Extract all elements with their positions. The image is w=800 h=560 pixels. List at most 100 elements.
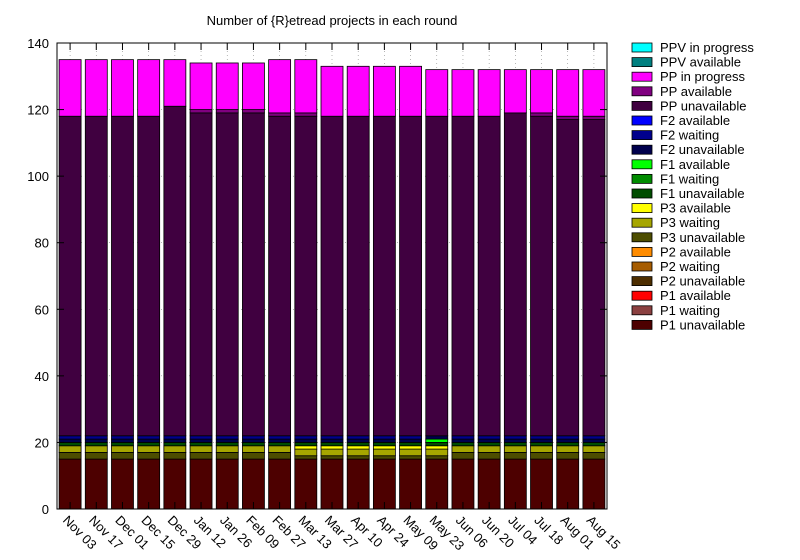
bar-segment [556,458,580,510]
bar-segment [556,452,580,460]
bar-segment [530,445,553,453]
bar-segment [582,435,606,440]
legend-label: F1 unavailable [660,186,745,201]
bar-segment [111,115,134,437]
bar-segment [137,438,161,443]
bar-segment [242,445,265,453]
bar-segment [320,442,344,447]
legend-label: P1 available [660,288,731,303]
legend-label: PP available [660,84,732,99]
y-tick-label: 140 [27,36,49,51]
bar-segment [215,112,239,437]
legend-label: PP unavailable [660,98,747,113]
bar-segment [242,452,265,460]
bar-segment [242,109,265,114]
legend-label: P1 waiting [660,303,720,318]
bar-segment [451,445,475,453]
bar-segment [163,442,187,447]
bar-segment [163,452,187,460]
bar-segment [163,435,187,440]
bar-segment [84,452,108,460]
legend-swatch [631,305,653,316]
bar-segment [503,442,527,447]
bar-segment [294,59,318,114]
y-tick-label: 0 [42,502,49,517]
bar-segment [582,119,606,437]
legend-swatch [631,130,653,141]
bar-segment [530,112,553,117]
bar-segment [399,438,422,443]
bar-segment [477,458,501,510]
legend-label: P3 unavailable [660,230,745,245]
bar-segment [346,65,370,117]
bar-segment [189,445,213,453]
bar-segment [189,458,213,510]
legend-label: PPV in progress [660,40,754,55]
bar-segment [215,109,239,114]
bar-segment [320,115,344,437]
bar-segment [58,435,82,440]
legend-swatch [631,159,653,170]
bar-segment [294,112,318,117]
legend-label: P3 available [660,201,731,216]
bar-segment [163,438,187,443]
bar-segment [477,445,501,453]
legend-swatch [631,261,653,272]
legend-label: P1 unavailable [660,317,745,332]
bar-segment [84,115,108,437]
bar-segment [242,442,265,447]
bar-segment [425,445,449,450]
bar-segment [215,445,239,453]
bar-segment [84,458,108,510]
y-tick-label: 60 [35,302,49,317]
bar-segment [530,458,553,510]
legend-swatch [631,188,653,199]
bar-segment [372,458,396,510]
bar-segment [215,435,239,440]
bar-segment [189,112,213,437]
bar-segment [451,115,475,437]
bar-segment [111,59,134,117]
legend-swatch [631,173,653,184]
x-tick-label: Jul 18 [531,513,566,548]
bar-segment [137,445,161,453]
bar-segment [556,119,580,437]
bar-segment [189,452,213,460]
bar-segment [451,435,475,440]
bar-segment [268,435,292,440]
bar-segment [84,59,108,117]
bar-segment [556,435,580,440]
bar-segment [372,455,396,460]
bar-segment [346,442,370,447]
bar-segment [215,458,239,510]
bar-segment [268,112,292,117]
bar-segment [294,445,318,450]
bar-segment [503,452,527,460]
legend-swatch [631,115,653,126]
bar-segment [372,438,396,443]
bar-segment [399,458,422,510]
legend-label: P3 waiting [660,215,720,230]
bar-segment [320,438,344,443]
bar-segment [320,458,344,510]
legend-label: F2 available [660,113,730,128]
bar-segment [530,438,553,443]
bar-segment [425,435,449,440]
bar-segment [399,455,422,460]
bar-segment [242,62,265,110]
bar-segment [425,442,449,447]
bar-segment [111,458,134,510]
bar-segment [137,452,161,460]
bar-segment [477,438,501,443]
bar-segment [530,115,553,437]
bar-segment [503,438,527,443]
bar-segment [294,458,318,510]
legend-label: PPV available [660,55,741,70]
legend-label: P2 available [660,244,731,259]
bar-segment [503,458,527,510]
bar-segment [163,458,187,510]
bar-segment [346,115,370,437]
bar-segment [346,455,370,460]
bar-segment [163,59,187,107]
bar-segment [477,115,501,437]
